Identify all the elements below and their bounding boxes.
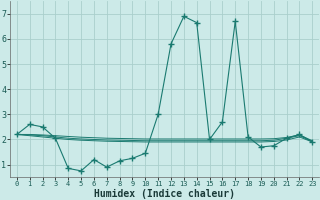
X-axis label: Humidex (Indice chaleur): Humidex (Indice chaleur) (94, 189, 235, 199)
